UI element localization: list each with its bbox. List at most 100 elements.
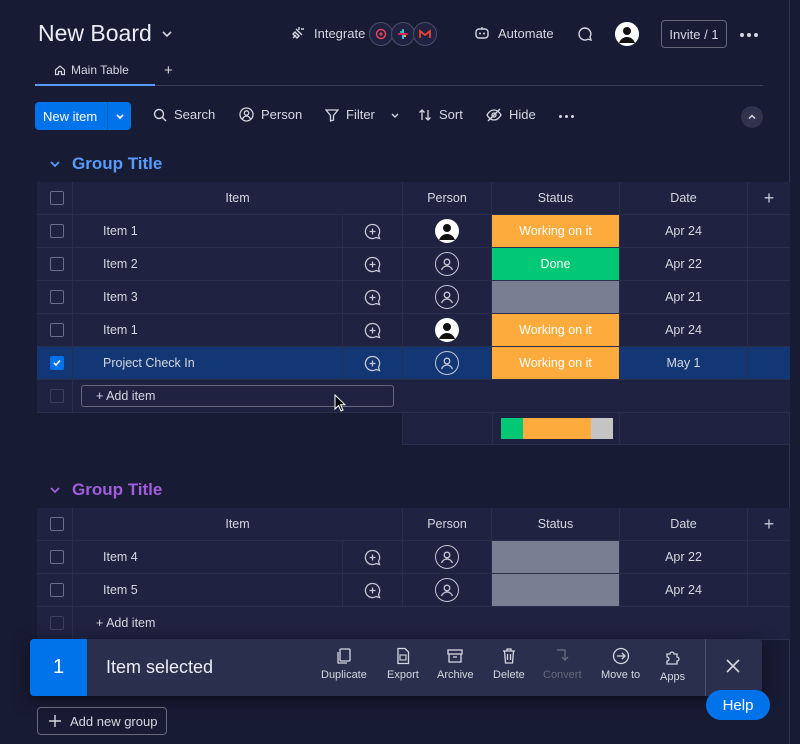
archive-button[interactable]: Archive [437, 647, 474, 681]
add-column-icon[interactable]: + [763, 187, 775, 208]
add-update-icon[interactable] [343, 314, 403, 346]
tab-main-table[interactable]: Main Table [54, 63, 129, 77]
row-checkbox[interactable] [49, 583, 64, 597]
add-update-icon[interactable] [343, 347, 403, 379]
date-cell[interactable]: Apr 22 [620, 541, 748, 573]
person-cell[interactable] [403, 281, 492, 313]
table-row-selected[interactable]: Project Check In Working on it May 1 [37, 347, 790, 380]
integration-apps[interactable] [369, 22, 437, 46]
sort-button[interactable]: Sort [418, 107, 463, 122]
person-cell[interactable] [403, 574, 492, 606]
new-item-dropdown[interactable] [107, 102, 131, 130]
person-cell[interactable] [403, 215, 492, 247]
add-item-input[interactable]: + Add item [81, 385, 394, 407]
board-title[interactable]: New Board [38, 20, 174, 47]
export-button[interactable]: Export [387, 647, 419, 681]
group-1-header[interactable]: Group Title [48, 154, 162, 174]
add-update-icon[interactable] [343, 541, 403, 573]
table-row[interactable]: Item 3 Apr 21 [37, 281, 790, 314]
date-cell[interactable]: May 1 [620, 347, 748, 379]
row-checkbox[interactable] [49, 257, 64, 271]
row-checkbox[interactable] [49, 323, 64, 337]
date-column-header[interactable]: Date [620, 508, 748, 540]
collapse-header-button[interactable] [741, 106, 763, 128]
item-name[interactable]: Item 3 [73, 281, 343, 313]
hide-button[interactable]: Hide [486, 107, 536, 122]
add-update-icon[interactable] [343, 248, 403, 280]
add-column-icon[interactable]: + [763, 513, 775, 534]
table-row[interactable]: Item 1 Working on it Apr 24 [37, 314, 790, 347]
close-icon[interactable] [726, 659, 740, 673]
add-update-icon[interactable] [343, 574, 403, 606]
date-cell[interactable]: Apr 22 [620, 248, 748, 280]
row-checkbox-cell[interactable] [41, 314, 73, 346]
item-column-header[interactable]: Item [73, 508, 403, 540]
help-button[interactable]: Help [706, 690, 770, 720]
select-all-checkbox[interactable] [49, 517, 64, 531]
item-name[interactable]: Item 5 [73, 574, 343, 606]
date-cell[interactable]: Apr 24 [620, 314, 748, 346]
select-all-cell[interactable] [41, 508, 73, 540]
group-2-header[interactable]: Group Title [48, 480, 162, 500]
person-cell[interactable] [403, 248, 492, 280]
row-checkbox-cell[interactable] [41, 347, 73, 379]
table-row[interactable]: Item 2 Done Apr 22 [37, 248, 790, 281]
search-button[interactable]: Search [153, 107, 215, 122]
add-update-icon[interactable] [343, 215, 403, 247]
row-checkbox-cell[interactable] [41, 541, 73, 573]
status-cell[interactable] [492, 574, 620, 606]
row-checkbox[interactable] [49, 290, 64, 304]
date-cell[interactable]: Apr 21 [620, 281, 748, 313]
filter-button[interactable]: Filter [325, 107, 400, 122]
row-checkbox[interactable] [49, 550, 64, 564]
person-cell[interactable] [403, 541, 492, 573]
apps-button[interactable]: Apps [660, 647, 685, 683]
person-filter-button[interactable]: Person [239, 107, 302, 122]
table-row[interactable]: Item 5 Apr 24 [37, 574, 790, 607]
person-cell[interactable] [403, 347, 492, 379]
status-cell[interactable] [492, 541, 620, 573]
row-checkbox-cell[interactable] [41, 215, 73, 247]
item-name[interactable]: Item 1 [73, 215, 343, 247]
row-checkbox-cell[interactable] [41, 574, 73, 606]
add-item-input[interactable]: + Add item [96, 616, 156, 630]
user-avatar[interactable] [615, 22, 639, 46]
person-cell[interactable] [403, 314, 492, 346]
status-cell[interactable]: Working on it [492, 347, 620, 379]
status-cell[interactable]: Working on it [492, 314, 620, 346]
status-cell[interactable]: Working on it [492, 215, 620, 247]
table-row[interactable]: Item 4 Apr 22 [37, 541, 790, 574]
person-column-header[interactable]: Person [403, 182, 492, 214]
select-all-checkbox[interactable] [49, 191, 64, 205]
row-checkbox-cell[interactable] [41, 248, 73, 280]
move-to-button[interactable]: Move to [601, 647, 640, 681]
item-name[interactable]: Item 4 [73, 541, 343, 573]
date-column-header[interactable]: Date [620, 182, 748, 214]
item-name[interactable]: Project Check In [73, 347, 343, 379]
duplicate-button[interactable]: Duplicate [321, 647, 367, 681]
table-row[interactable]: Item 1 Working on it Apr 24 [37, 215, 790, 248]
row-checkbox-cell[interactable] [41, 281, 73, 313]
add-view-icon[interactable]: + [164, 62, 173, 79]
status-summary-cell[interactable] [492, 413, 620, 444]
select-all-cell[interactable] [41, 182, 73, 214]
status-column-header[interactable]: Status [492, 508, 620, 540]
item-column-header[interactable]: Item [73, 182, 403, 214]
delete-button[interactable]: Delete [493, 647, 525, 681]
automate-button[interactable]: Automate [474, 25, 554, 41]
person-column-header[interactable]: Person [403, 508, 492, 540]
date-cell[interactable]: Apr 24 [620, 215, 748, 247]
row-checkbox-checked[interactable] [49, 356, 64, 370]
integrate-button[interactable]: Integrate [290, 25, 365, 41]
date-cell[interactable]: Apr 24 [620, 574, 748, 606]
more-options-icon[interactable] [740, 33, 758, 37]
status-cell[interactable]: Done [492, 248, 620, 280]
status-column-header[interactable]: Status [492, 182, 620, 214]
add-new-group-button[interactable]: Add new group [37, 707, 167, 735]
new-item-button[interactable]: New item [35, 102, 131, 130]
invite-button[interactable]: Invite / 1 [661, 20, 727, 48]
status-cell[interactable] [492, 281, 620, 313]
toolbar-more-icon[interactable] [559, 115, 574, 118]
item-name[interactable]: Item 1 [73, 314, 343, 346]
add-update-icon[interactable] [343, 281, 403, 313]
